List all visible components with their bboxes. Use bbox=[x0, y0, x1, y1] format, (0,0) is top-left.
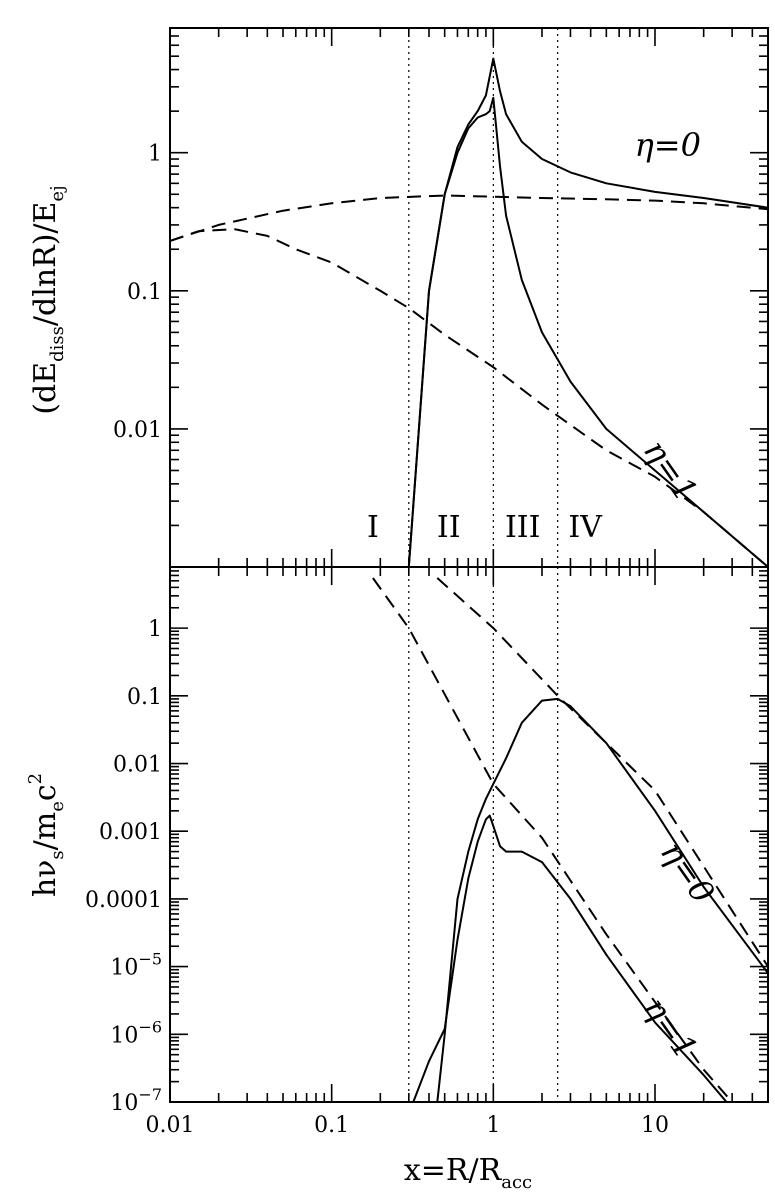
top-y-tick-label: 1 bbox=[148, 142, 162, 167]
top-y-axis-label-part: /dlnR)/E bbox=[28, 202, 63, 327]
bottom-series-group bbox=[372, 577, 768, 1102]
top-curve-label: η=1 bbox=[636, 432, 705, 508]
bottom-y-tick-label: 0.0001 bbox=[85, 888, 162, 913]
bottom-y-axis-label-part: hν bbox=[28, 860, 63, 898]
bottom-series-0-line bbox=[436, 697, 768, 1102]
top-series-group bbox=[170, 57, 768, 567]
top-series-0-line bbox=[407, 57, 768, 567]
region-label: II bbox=[437, 510, 461, 545]
top-y-tick-label: 0.1 bbox=[127, 280, 162, 305]
bottom-y-tick-label: 10−7 bbox=[110, 1085, 162, 1116]
bottom-y-tick-exponent: −6 bbox=[138, 1017, 162, 1036]
top-y-axis-label-part: diss bbox=[47, 326, 68, 362]
bottom-y-tick-label: 0.1 bbox=[127, 685, 162, 710]
bottom-y-tick-label: 0.01 bbox=[113, 753, 162, 778]
top-curve-label: η=0 bbox=[635, 126, 701, 164]
bottom-y-axis-label-part: e bbox=[47, 801, 68, 812]
x-axis-label-part: acc bbox=[501, 1172, 532, 1193]
bottom-curve-label: η=1 bbox=[636, 990, 705, 1066]
bottom-y-axis-label-part: /m bbox=[28, 812, 63, 851]
x-axis-label: x=R/Racc bbox=[404, 1153, 532, 1193]
bottom-series-1-line bbox=[412, 814, 728, 1102]
bottom-y-tick-exponent: −5 bbox=[138, 950, 162, 969]
region-label: III bbox=[505, 510, 541, 545]
bottom-x-tick-label: 0.1 bbox=[314, 1113, 349, 1138]
bottom-x-tick-label: 10 bbox=[641, 1113, 669, 1138]
bottom-x-tick-label: 1 bbox=[486, 1113, 500, 1138]
top-y-axis-label-part: (dE bbox=[28, 362, 63, 415]
top-panel: 0.010.11I II III IVη=0η=1 bbox=[113, 27, 769, 568]
region-label: IV bbox=[568, 510, 603, 545]
bottom-series-3-dashed-line bbox=[372, 577, 733, 1102]
bottom-y-tick-label: 1 bbox=[148, 617, 162, 642]
x-axis-label-part: x=R/R bbox=[404, 1153, 503, 1188]
bottom-y-tick-label: 0.001 bbox=[99, 820, 162, 845]
bottom-y-axis-label-part: 2 bbox=[25, 773, 46, 784]
bottom-series-2-dashed-line bbox=[436, 577, 768, 968]
top-y-tick-label: 0.01 bbox=[113, 418, 162, 443]
bottom-y-axis-label-part: s bbox=[47, 850, 68, 859]
bottom-y-tick-label: 10−6 bbox=[110, 1017, 162, 1048]
bottom-y-axis-label-part: c bbox=[28, 784, 63, 801]
top-y-axis-label-part: ej bbox=[47, 185, 68, 201]
region-label: I bbox=[367, 510, 379, 545]
top-y-axis-label: (dEdiss/dlnR)/Eej bbox=[28, 185, 68, 414]
bottom-y-tick-exponent: −7 bbox=[138, 1085, 162, 1104]
bottom-y-axis-label: hνs/mec2 bbox=[25, 773, 68, 897]
bottom-x-tick-label: 0.01 bbox=[146, 1113, 195, 1138]
bottom-y-tick-label: 10−5 bbox=[110, 950, 162, 981]
axis-titles: (dEdiss/dlnR)/Eej hνs/mec2 x=R/Racc bbox=[25, 185, 532, 1193]
top-series-3-dashed-line bbox=[170, 228, 768, 567]
top-series-1-line bbox=[407, 96, 768, 567]
